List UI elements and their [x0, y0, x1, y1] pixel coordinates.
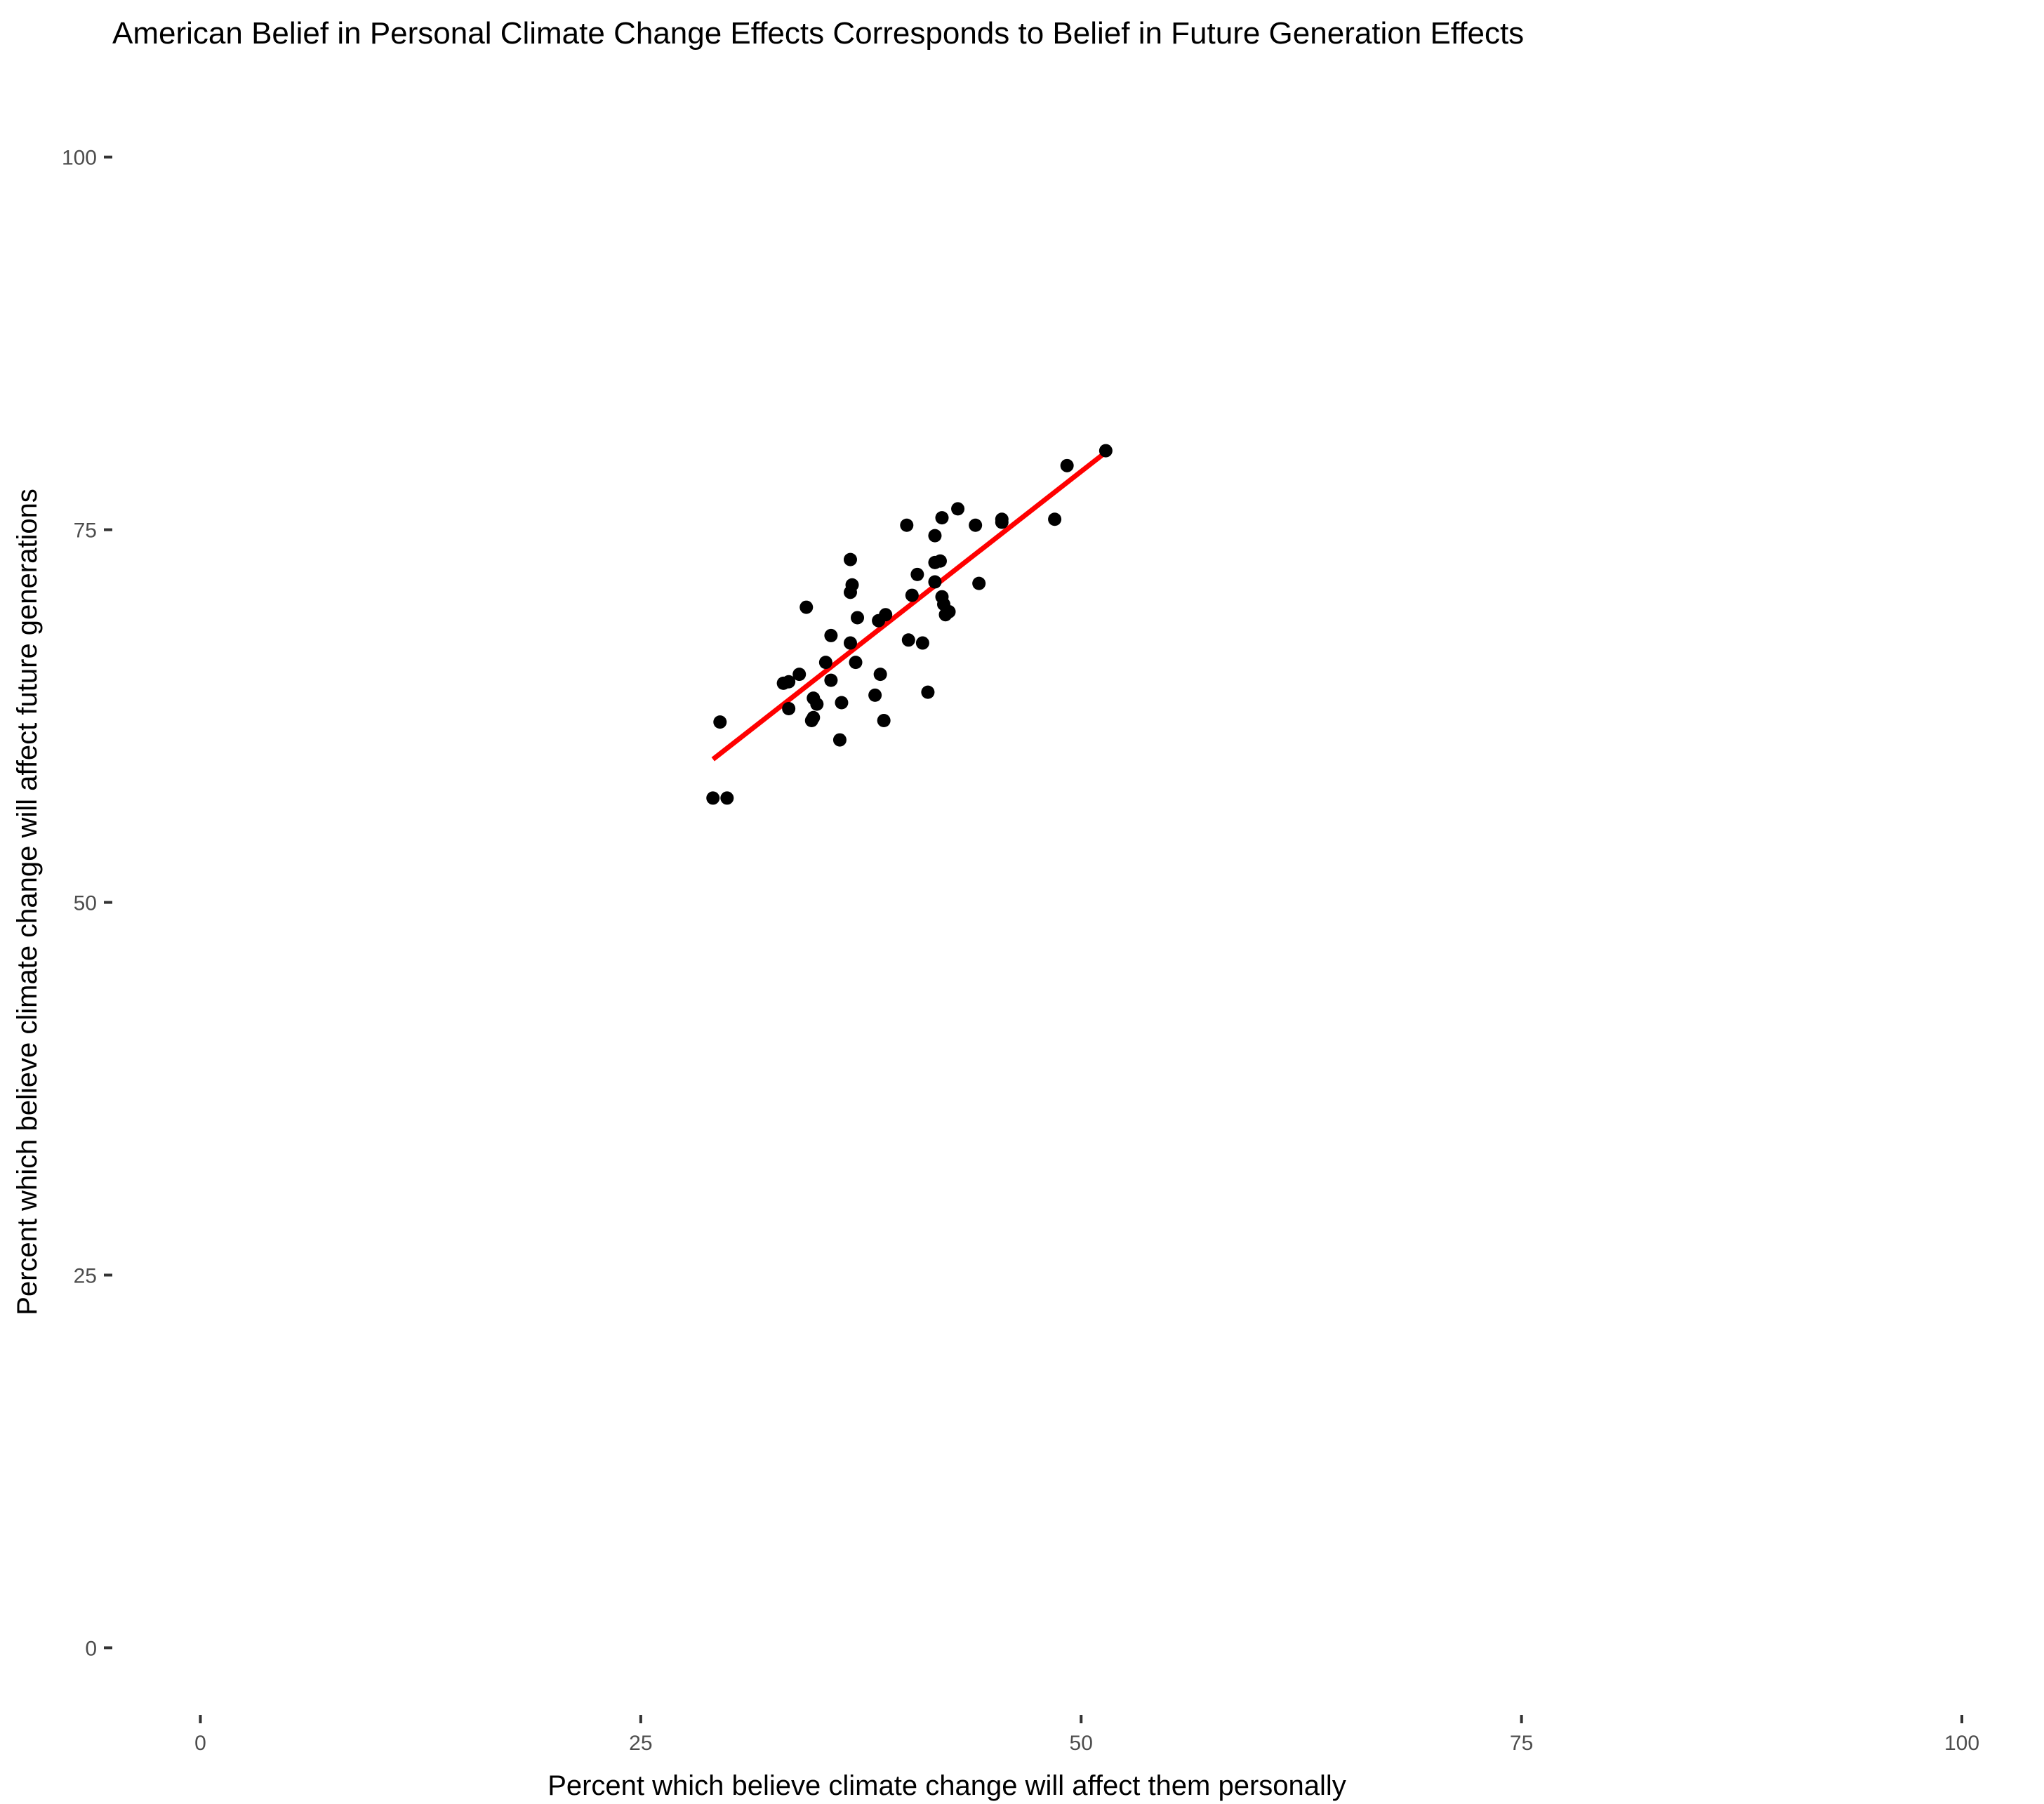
data-point [799, 600, 814, 614]
data-point [877, 713, 891, 727]
data-point [1060, 458, 1074, 472]
data-point [845, 578, 859, 592]
x-axis: 0 25 50 75 100 [194, 1715, 1979, 1755]
x-axis-title: Percent which believe climate change wil… [548, 1770, 1346, 1801]
data-point [843, 636, 857, 650]
data-point [879, 608, 893, 622]
data-point [951, 502, 965, 516]
data-point [1099, 444, 1113, 458]
data-point [921, 685, 935, 699]
y-tick-label: 100 [62, 147, 97, 170]
fit-line [711, 450, 1108, 762]
data-point [935, 511, 949, 525]
y-tick-label: 25 [74, 1265, 97, 1288]
data-point [1048, 512, 1062, 526]
data-point [900, 518, 914, 532]
data-point [810, 697, 824, 711]
data-point [969, 518, 983, 532]
data-point [818, 656, 832, 670]
data-point [851, 611, 865, 625]
x-tick-label: 0 [194, 1732, 206, 1755]
data-point [995, 515, 1009, 529]
y-axis: 0 25 50 75 100 [62, 147, 112, 1660]
data-point [720, 791, 734, 805]
x-tick-label: 50 [1070, 1732, 1093, 1755]
data-point [782, 675, 796, 689]
y-tick-label: 75 [74, 519, 97, 543]
data-point [910, 567, 924, 581]
x-tick-label: 100 [1944, 1732, 1979, 1755]
data-point [928, 529, 942, 543]
x-tick-label: 25 [629, 1732, 652, 1755]
data-point [824, 628, 838, 642]
data-point [849, 656, 863, 670]
scatter-points [706, 444, 1113, 805]
data-point [713, 715, 727, 729]
data-point [901, 633, 915, 647]
fit-line-layer [711, 450, 1108, 762]
y-tick-label: 50 [74, 892, 97, 915]
y-tick-label: 0 [85, 1637, 97, 1660]
data-point [706, 791, 720, 805]
data-point [915, 636, 929, 650]
data-point [824, 673, 838, 687]
data-point [782, 701, 796, 715]
data-point [905, 588, 919, 602]
data-point [928, 575, 942, 589]
data-point [972, 576, 986, 590]
data-point [843, 552, 857, 566]
x-tick-label: 75 [1510, 1732, 1533, 1755]
data-point [873, 668, 887, 682]
data-point [835, 696, 849, 710]
data-point [832, 733, 847, 747]
chart-title: American Belief in Personal Climate Chan… [112, 16, 1524, 51]
data-point [792, 668, 807, 682]
data-point [942, 604, 956, 618]
data-point [804, 713, 818, 727]
y-axis-title: Percent which believe climate change wil… [12, 489, 43, 1315]
data-point [933, 554, 947, 568]
data-point [868, 688, 882, 702]
